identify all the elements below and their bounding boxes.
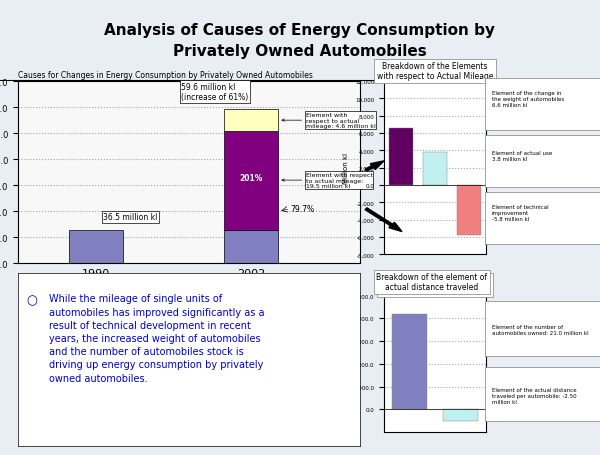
Title: Breakdown of the element of
actual distance traveled: Breakdown of the element of actual dista… — [379, 276, 491, 295]
Text: While the mileage of single units of
automobiles has improved significantly as a: While the mileage of single units of aut… — [49, 294, 264, 383]
FancyBboxPatch shape — [485, 301, 600, 356]
Text: 201%: 201% — [239, 174, 263, 182]
Text: Analysis of Causes of Energy Consumption by
Privately Owned Automobiles: Analysis of Causes of Energy Consumption… — [104, 23, 496, 59]
Text: Element of technical
improvement
-5.8 million kl: Element of technical improvement -5.8 mi… — [492, 205, 548, 222]
Bar — [68, 230, 123, 264]
Bar — [392, 314, 427, 410]
Y-axis label: Million kl: Million kl — [343, 153, 349, 184]
Bar — [457, 186, 481, 236]
FancyBboxPatch shape — [485, 136, 600, 187]
Text: 59.6 million kl
(increase of 61%): 59.6 million kl (increase of 61%) — [181, 83, 248, 102]
FancyBboxPatch shape — [485, 192, 600, 244]
Text: ○: ○ — [26, 294, 37, 307]
Bar — [224, 110, 278, 131]
Bar — [224, 131, 278, 230]
Text: Element of the number of
automobiles owned: 21.0 million kl: Element of the number of automobiles own… — [492, 324, 589, 335]
Text: 36.5 million kl: 36.5 million kl — [103, 213, 158, 222]
Text: Element of the change in
the weight of automobiles
6.6 million kl: Element of the change in the weight of a… — [492, 91, 564, 107]
Bar — [443, 410, 478, 421]
Y-axis label: Million kl: Million kl — [338, 349, 344, 379]
Bar — [224, 230, 278, 264]
Bar — [389, 129, 413, 186]
Text: Breakdown of the element of
actual distance traveled: Breakdown of the element of actual dista… — [376, 273, 488, 292]
Text: Element with
respect to actual
mileage: 4.6 million kl: Element with respect to actual mileage: … — [282, 113, 376, 129]
Text: Element with respect
to actual mileage:
19.5 million kl: Element with respect to actual mileage: … — [282, 172, 373, 189]
Text: 79.7%: 79.7% — [290, 205, 314, 214]
Text: Element of actual use
3.8 million kl: Element of actual use 3.8 million kl — [492, 151, 552, 162]
FancyBboxPatch shape — [485, 78, 600, 130]
Text: Causes for Changes in Energy Consumption by Privately Owned Automobiles: Causes for Changes in Energy Consumption… — [18, 71, 313, 80]
Title: Breakdown of the Elements
with respect to Actual Mileage: Breakdown of the Elements with respect t… — [377, 62, 493, 81]
Text: Element of the actual distance
traveled per automobile: -2.50
million kl: Element of the actual distance traveled … — [492, 387, 577, 404]
FancyBboxPatch shape — [485, 367, 600, 421]
Bar — [423, 153, 447, 186]
